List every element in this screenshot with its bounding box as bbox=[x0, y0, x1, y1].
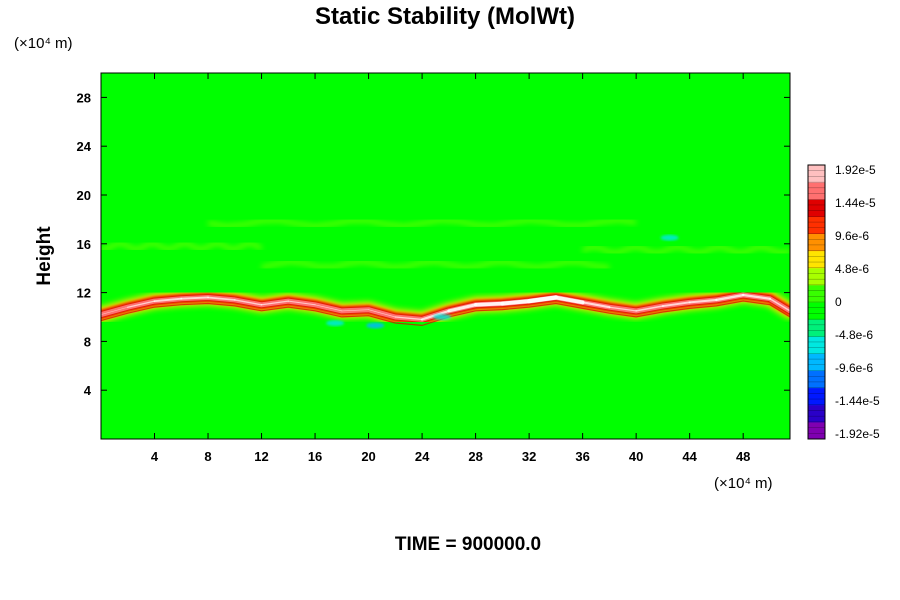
colorbar-swatch bbox=[808, 199, 825, 217]
stable-layer-core bbox=[368, 309, 396, 318]
x-tick-label: 40 bbox=[629, 449, 643, 464]
stable-layer-core bbox=[473, 301, 505, 307]
unstable-spot bbox=[326, 320, 345, 327]
x-tick-label: 32 bbox=[522, 449, 536, 464]
stable-layer-core bbox=[394, 316, 423, 321]
colorbar-label: -1.44e-5 bbox=[835, 394, 880, 408]
chart-title: Static Stability (MolWt) bbox=[315, 3, 575, 30]
stable-layer-core bbox=[260, 300, 289, 306]
stable-layer-core bbox=[715, 293, 745, 302]
colorbar-swatch bbox=[808, 302, 825, 320]
field-background bbox=[101, 73, 790, 439]
x-tick-label: 24 bbox=[415, 449, 430, 464]
stable-layer-core bbox=[769, 297, 790, 312]
stable-layer-core bbox=[287, 300, 316, 306]
stable-layer-core bbox=[688, 298, 718, 304]
stable-layer-core bbox=[447, 303, 478, 313]
y-tick-label: 28 bbox=[77, 90, 91, 105]
stable-layer-core bbox=[153, 297, 183, 303]
colorbar-swatch bbox=[808, 370, 825, 389]
colorbar-swatch bbox=[808, 319, 825, 337]
colorbar-label: -4.8e-6 bbox=[835, 328, 873, 342]
colorbar-swatch bbox=[808, 284, 825, 303]
colorbar-label: -1.92e-5 bbox=[835, 427, 880, 441]
stable-layer-core bbox=[526, 295, 559, 304]
x-tick-label: 36 bbox=[575, 449, 589, 464]
y-axis: 4 8 12 16 20 24 28 bbox=[77, 90, 790, 398]
y-tick-label: 20 bbox=[77, 188, 91, 203]
x-tick-label: 48 bbox=[736, 449, 750, 464]
stable-layer-core bbox=[635, 305, 664, 312]
unstable-spot bbox=[433, 314, 452, 320]
colorbar-label: 1.44e-5 bbox=[835, 196, 876, 210]
colorbar-swatch bbox=[808, 182, 825, 200]
stable-layer-core bbox=[180, 296, 209, 300]
x-tick-label: 12 bbox=[254, 449, 268, 464]
unstable-spot bbox=[366, 322, 385, 329]
weak-stable-band bbox=[582, 245, 790, 255]
colorbar-swatch bbox=[808, 353, 825, 371]
plot-area bbox=[100, 72, 791, 440]
colorbar-swatch bbox=[808, 233, 825, 252]
colorbar-swatch bbox=[808, 336, 825, 354]
stable-layer-core bbox=[314, 304, 343, 312]
colorbar-frame bbox=[807, 164, 826, 440]
colorbar-label: -9.6e-6 bbox=[835, 361, 873, 375]
stable-layer-core bbox=[341, 309, 369, 312]
y-tick-label: 16 bbox=[77, 237, 91, 252]
stable-layer-core bbox=[581, 301, 611, 309]
colorbar-swatch bbox=[808, 421, 825, 440]
stable-layer-core bbox=[127, 300, 156, 308]
x-axis: 4 8 12 16 20 24 28 32 36 40 44 48 bbox=[151, 73, 750, 464]
stable-layer-core bbox=[553, 295, 585, 305]
weak-stable-band bbox=[207, 218, 637, 228]
colorbar: 1.92e-5 1.44e-5 9.6e-6 4.8e-6 0 -4.8e-6 -9.6e-… bbox=[807, 163, 880, 441]
weak-stable-band bbox=[261, 260, 610, 270]
stable-layer-core bbox=[207, 296, 236, 301]
weak-stable-band bbox=[101, 241, 263, 251]
x-axis-unit: (×10⁴ m) bbox=[714, 475, 773, 492]
colorbar-swatch bbox=[808, 250, 825, 269]
x-tick-label: 44 bbox=[682, 449, 697, 464]
colorbar-swatch bbox=[808, 404, 825, 423]
y-tick-label: 12 bbox=[77, 286, 91, 301]
colorbar-label: 0 bbox=[835, 295, 842, 309]
x-tick-label: 20 bbox=[361, 449, 375, 464]
y-axis-label: Height bbox=[34, 226, 55, 286]
time-label: TIME = 900000.0 bbox=[395, 534, 541, 555]
stable-layer-core bbox=[661, 301, 691, 307]
colorbar-swatch bbox=[808, 216, 825, 234]
stable-layer-core bbox=[742, 293, 772, 300]
y-tick-label: 4 bbox=[84, 383, 92, 398]
unstable-spot bbox=[660, 234, 679, 241]
stable-layer-core bbox=[500, 299, 532, 306]
colorbar-swatch bbox=[808, 165, 825, 183]
stable-layer-core bbox=[101, 306, 129, 315]
stable-layer-core bbox=[608, 306, 637, 312]
x-tick-label: 16 bbox=[308, 449, 322, 464]
colorbar-label: 1.92e-5 bbox=[835, 163, 876, 177]
stable-layer-core bbox=[234, 299, 263, 306]
colorbar-swatch bbox=[808, 267, 825, 286]
colorbar-label: 9.6e-6 bbox=[835, 229, 869, 243]
plot-frame bbox=[100, 72, 791, 440]
colorbar-swatch bbox=[808, 387, 825, 406]
x-tick-label: 8 bbox=[204, 449, 211, 464]
y-tick-label: 24 bbox=[77, 139, 92, 154]
colorbar-label: 4.8e-6 bbox=[835, 262, 869, 276]
x-tick-label: 4 bbox=[151, 449, 159, 464]
x-tick-label: 28 bbox=[468, 449, 482, 464]
y-axis-unit: (×10⁴ m) bbox=[14, 35, 73, 52]
y-tick-label: 8 bbox=[84, 334, 91, 349]
